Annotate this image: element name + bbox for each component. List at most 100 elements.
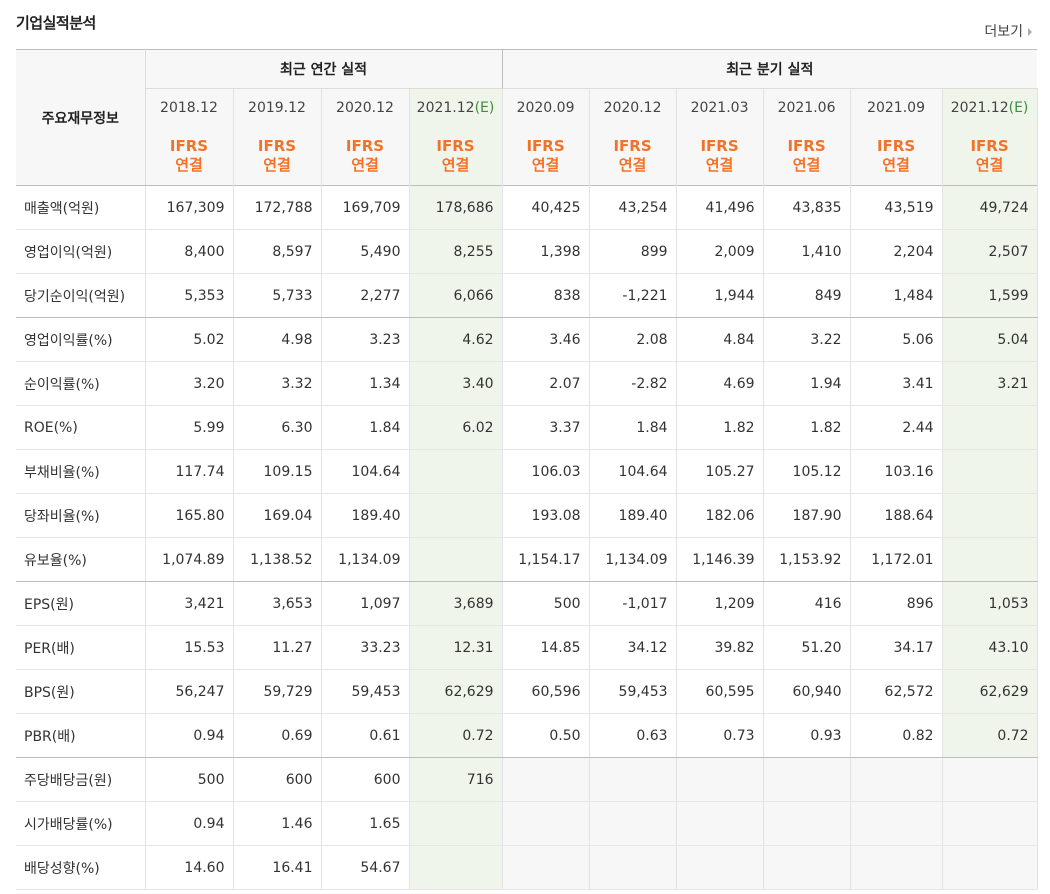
table-cell: 6.02 (409, 405, 503, 450)
table-cell: 34.17 (850, 625, 943, 670)
ifrs-badge: IFRS 연결 (763, 126, 851, 186)
chevron-right-icon (1028, 28, 1032, 36)
row-label: 당기순이익(억원) (16, 273, 146, 318)
table-cell: 2,277 (321, 273, 410, 318)
table-cell: 43,835 (763, 185, 851, 230)
table-cell: 838 (501, 273, 590, 318)
ifrs-line2: 연결 (531, 155, 560, 174)
table-cell: 416 (763, 581, 851, 626)
table-cell: 0.72 (942, 713, 1038, 758)
ifrs-badge: IFRS 연결 (501, 126, 590, 186)
table-cell: 39.82 (676, 625, 764, 670)
table-cell: 2.07 (501, 361, 590, 406)
table-cell: 1,134.09 (589, 537, 677, 582)
row-label: PBR(배) (16, 713, 146, 758)
ifrs-line1: IFRS (970, 136, 1009, 155)
row-label: 배당성향(%) (16, 845, 146, 890)
table-cell (409, 449, 503, 494)
table-cell: 59,729 (233, 669, 322, 714)
table-cell: 899 (589, 229, 677, 274)
table-cell: 5.02 (145, 317, 234, 362)
table-row: 영업이익(억원) 8,400 8,597 5,490 8,255 1,398 899 2,00… (16, 229, 1038, 274)
table-cell: -1,221 (589, 273, 677, 318)
ifrs-line2: 연결 (351, 155, 379, 174)
table-cell: 16.41 (233, 845, 322, 890)
ifrs-badge: IFRS 연결 (233, 126, 322, 186)
period-date: 2019.12 (248, 99, 306, 116)
table-cell: 8,597 (233, 229, 322, 274)
table-row: 유보율(%) 1,074.89 1,138.52 1,134.09 1,154.17 1,… (16, 537, 1038, 582)
table-cell: 3.40 (409, 361, 503, 406)
table-cell: 3.46 (501, 317, 590, 362)
table-cell (763, 801, 851, 846)
table-cell: 0.93 (763, 713, 851, 758)
ifrs-line1: IFRS (345, 136, 385, 155)
table-cell: 5,353 (145, 273, 234, 318)
table-cell: 3,421 (145, 581, 234, 626)
table-cell (942, 405, 1038, 450)
table-cell (676, 845, 764, 890)
table-row: 당기순이익(억원) 5,353 5,733 2,277 6,066 838 -1,221 1,… (16, 273, 1038, 318)
table-cell: 167,309 (145, 185, 234, 230)
table-row: PBR(배) 0.94 0.69 0.61 0.72 0.50 0.63 0.73 0.93 0.… (16, 713, 1038, 758)
table-cell: 849 (763, 273, 851, 318)
period-date: 2020.12 (603, 99, 662, 116)
period-date: 2021.12 (416, 99, 475, 116)
table-cell: 1.82 (676, 405, 764, 450)
period-date: 2021.03 (690, 99, 749, 116)
ifrs-line1: IFRS (700, 136, 739, 155)
more-label: 더보기 (984, 24, 1023, 40)
ifrs-line1: IFRS (169, 136, 209, 155)
table-cell: 0.63 (589, 713, 677, 758)
table-row: EPS(원) 3,421 3,653 1,097 3,689 500 -1,017 1,209… (16, 581, 1038, 626)
table-cell: 169.04 (233, 493, 322, 538)
estimate-flag: (E) (474, 99, 495, 116)
table-cell: 1.84 (321, 405, 410, 450)
table-cell: 43,519 (850, 185, 943, 230)
row-label: 부채비율(%) (16, 449, 146, 494)
table-cell (409, 801, 503, 846)
row-label: 순이익률(%) (16, 361, 146, 406)
table-cell: 1.46 (233, 801, 322, 846)
ifrs-badge: IFRS 연결 (589, 126, 677, 186)
table-cell: 3.41 (850, 361, 943, 406)
ifrs-line2: 연결 (792, 155, 821, 174)
table-cell: 2,507 (942, 229, 1038, 274)
period-header: 2020.12 (589, 88, 677, 126)
table-row: 순이익률(%) 3.20 3.32 1.34 3.40 2.07 -2.82 4.69 1.94… (16, 361, 1038, 406)
table-cell (942, 801, 1038, 846)
row-label: PER(배) (16, 625, 146, 670)
table-cell: 4.69 (676, 361, 764, 406)
table-cell (501, 845, 590, 890)
table-cell (942, 537, 1038, 582)
table-cell: 5.06 (850, 317, 943, 362)
table-cell (942, 493, 1038, 538)
period-header: 2021.12(E) (942, 88, 1038, 126)
table-cell: 3,653 (233, 581, 322, 626)
ifrs-line1: IFRS (876, 136, 916, 155)
table-cell: 2,009 (676, 229, 764, 274)
table-cell: 59,453 (321, 669, 410, 714)
table-cell: 1,134.09 (321, 537, 410, 582)
table-cell: 60,595 (676, 669, 764, 714)
row-label: 시가배당률(%) (16, 801, 146, 846)
ifrs-line1: IFRS (526, 136, 565, 155)
table-cell: 62,629 (942, 669, 1038, 714)
table-cell: 1.84 (589, 405, 677, 450)
table-cell: 1,209 (676, 581, 764, 626)
period-header: 2020.09 (501, 88, 590, 126)
period-date: 2021.12 (950, 99, 1009, 116)
table-cell: 2.44 (850, 405, 943, 450)
table-cell: 1,599 (942, 273, 1038, 318)
table-cell: 109.15 (233, 449, 322, 494)
table-cell: 62,572 (850, 669, 943, 714)
table-cell: 15.53 (145, 625, 234, 670)
table-cell: 1.65 (321, 801, 410, 846)
table-cell: 193.08 (501, 493, 590, 538)
table-cell: 189.40 (589, 493, 677, 538)
more-link[interactable]: 더보기 (984, 21, 1032, 41)
ifrs-line2: 연결 (175, 155, 203, 174)
table-cell: 2.08 (589, 317, 677, 362)
table-cell: 5,733 (233, 273, 322, 318)
estimate-flag: (E) (1008, 99, 1029, 116)
